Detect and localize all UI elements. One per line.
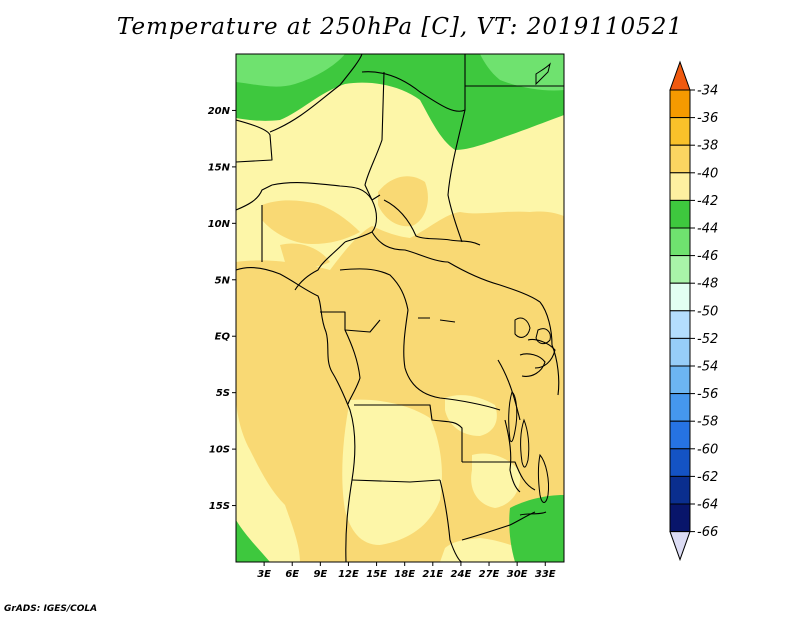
colorbar-label: -40 [697, 166, 718, 181]
colorbar-label: -52 [697, 332, 718, 347]
colorbar-segment [669, 448, 691, 477]
lon-tick-label: 27E [479, 569, 500, 580]
colorbar-label: -50 [697, 304, 718, 319]
colorbar-label: -46 [697, 249, 718, 264]
lon-tick-label: 15E [366, 569, 387, 580]
colorbar-label: -44 [697, 222, 718, 237]
colorbar-segment [669, 255, 691, 284]
colorbar-segment [669, 503, 691, 533]
colorbar-segment [669, 117, 691, 146]
colorbar-label: -56 [697, 387, 718, 402]
colorbar: -34 -36 -38 -40 -42 -44 -46 -48 -50 -52 -54 -56 -58 -… [669, 60, 718, 562]
colorbar-segment [669, 172, 691, 201]
field-cool-patches [236, 395, 521, 562]
lon-tick-label: 24E [451, 569, 472, 580]
lon-tick-label: 18E [394, 569, 415, 580]
colorbar-label: -58 [697, 415, 718, 430]
lakes [418, 62, 551, 516]
lon-tick-label: 12E [338, 569, 359, 580]
colorbar-segment [669, 89, 691, 119]
colorbar-label: -62 [697, 470, 718, 485]
lat-tick-label: 20N [208, 106, 231, 117]
latitude-axis: 20N 15N 10N 5N EQ 5S 10S 15S [208, 106, 236, 512]
lon-tick-label: 6E [285, 569, 299, 580]
colorbar-label: -42 [697, 194, 718, 209]
colorbar-label: -64 [697, 498, 718, 513]
map-frame [235, 53, 565, 563]
lat-tick-label: 10S [209, 445, 230, 456]
colorbar-segment [669, 475, 691, 505]
field-colder-regions [236, 54, 564, 91]
lon-tick-label: 21E [422, 569, 443, 580]
colorbar-label: -66 [697, 525, 718, 540]
lat-tick-label: 5S [216, 388, 230, 399]
lat-tick-label: EQ [215, 332, 231, 343]
lon-tick-label: 30E [507, 569, 528, 580]
colorbar-segment [669, 393, 691, 422]
colorbar-segment [669, 365, 691, 395]
colorbar-segment [669, 227, 691, 257]
grads-credit: GrADS: IGES/COLA [4, 604, 98, 614]
colorbar-label: -60 [697, 442, 718, 457]
colorbar-label: -38 [697, 139, 718, 154]
lon-tick-label: 9E [313, 569, 327, 580]
colorbar-segment [669, 337, 691, 367]
lat-tick-label: 15N [208, 162, 231, 173]
field-cold-regions [236, 54, 564, 562]
colorbar-bottom-arrow [669, 531, 691, 562]
colorbar-segment [669, 282, 691, 312]
colorbar-segment [669, 420, 691, 450]
map-area [236, 54, 564, 562]
country-borders [236, 54, 564, 562]
lon-tick-label: 3E [257, 569, 271, 580]
lon-tick-label: 33E [535, 569, 556, 580]
colorbar-segment [669, 144, 691, 174]
colorbar-label: -36 [697, 111, 718, 126]
lat-tick-label: 5N [215, 275, 231, 286]
colorbar-label: -34 [697, 84, 718, 99]
colorbar-segment [669, 310, 691, 339]
longitude-axis: 3E 6E 9E 12E 15E 18E 21E 24E 27E 30E 33E [257, 562, 556, 580]
lat-tick-label: 15S [209, 501, 230, 512]
colorbar-top-arrow [669, 60, 691, 91]
colorbar-label: -48 [697, 277, 718, 292]
lat-tick-label: 10N [208, 219, 231, 230]
colorbar-label: -54 [697, 360, 718, 375]
colorbar-segment [669, 199, 691, 229]
chart-title: Temperature at 250hPa [C], VT: 201911052… [116, 14, 684, 40]
